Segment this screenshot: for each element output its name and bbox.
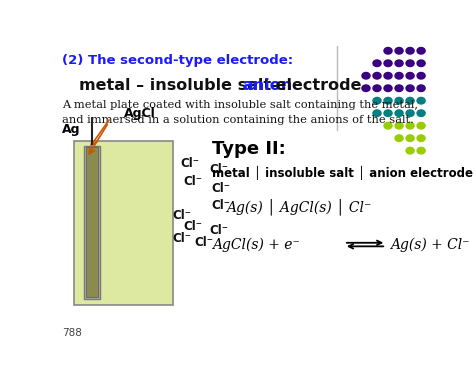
Circle shape <box>395 85 403 91</box>
Text: metal │ insoluble salt │ anion electrode: metal │ insoluble salt │ anion electrode <box>212 166 473 180</box>
Circle shape <box>395 47 403 54</box>
Bar <box>74 141 173 305</box>
Text: anion: anion <box>242 78 292 93</box>
Circle shape <box>384 122 392 129</box>
Circle shape <box>395 97 403 104</box>
Circle shape <box>395 73 403 79</box>
Circle shape <box>384 47 392 54</box>
Text: Cl⁻: Cl⁻ <box>195 236 214 249</box>
Circle shape <box>395 122 403 129</box>
Text: Cl⁻: Cl⁻ <box>184 220 203 233</box>
Bar <box>86 147 98 298</box>
Text: Ag(s) + Cl⁻: Ag(s) + Cl⁻ <box>390 238 469 252</box>
Circle shape <box>417 47 425 54</box>
Circle shape <box>373 60 381 66</box>
Circle shape <box>373 97 381 104</box>
Text: Cl⁻: Cl⁻ <box>211 183 230 195</box>
Text: AgCl(s) + e⁻: AgCl(s) + e⁻ <box>212 238 300 252</box>
Text: Ag(s) │ AgCl(s) │ Cl⁻: Ag(s) │ AgCl(s) │ Cl⁻ <box>227 198 372 215</box>
Text: Cl⁻: Cl⁻ <box>210 224 228 237</box>
Circle shape <box>395 60 403 66</box>
Circle shape <box>417 110 425 117</box>
Circle shape <box>417 122 425 129</box>
Text: Cl⁻: Cl⁻ <box>184 175 203 188</box>
Circle shape <box>362 85 370 91</box>
Text: Cl⁻: Cl⁻ <box>173 209 192 222</box>
Text: Ag: Ag <box>62 123 81 136</box>
Circle shape <box>417 60 425 66</box>
Text: Cl⁻: Cl⁻ <box>173 232 192 244</box>
Bar <box>84 146 100 299</box>
Circle shape <box>417 85 425 91</box>
Text: electrode: electrode <box>271 78 362 93</box>
Circle shape <box>384 97 392 104</box>
Circle shape <box>417 73 425 79</box>
Circle shape <box>384 110 392 117</box>
Text: metal – insoluble salt-: metal – insoluble salt- <box>80 78 278 93</box>
Circle shape <box>395 135 403 141</box>
Text: Cl⁻: Cl⁻ <box>210 163 228 176</box>
Circle shape <box>406 135 414 141</box>
Text: 788: 788 <box>62 328 82 338</box>
Circle shape <box>406 97 414 104</box>
Text: AgCl: AgCl <box>124 107 155 120</box>
Circle shape <box>395 110 403 117</box>
Text: Type II:: Type II: <box>212 140 285 158</box>
Circle shape <box>373 85 381 91</box>
Circle shape <box>406 110 414 117</box>
Circle shape <box>406 47 414 54</box>
Circle shape <box>406 73 414 79</box>
Circle shape <box>417 147 425 154</box>
Circle shape <box>417 135 425 141</box>
Circle shape <box>406 122 414 129</box>
Circle shape <box>384 73 392 79</box>
Circle shape <box>406 85 414 91</box>
Circle shape <box>373 73 381 79</box>
Text: Cl⁻: Cl⁻ <box>211 199 230 212</box>
Text: Cl⁻: Cl⁻ <box>180 157 199 170</box>
Circle shape <box>384 60 392 66</box>
Circle shape <box>406 147 414 154</box>
Circle shape <box>373 110 381 117</box>
Circle shape <box>384 85 392 91</box>
Circle shape <box>406 60 414 66</box>
Circle shape <box>417 97 425 104</box>
Text: A metal plate coated with insoluble salt containing the metal,: A metal plate coated with insoluble salt… <box>62 100 418 110</box>
Circle shape <box>362 73 370 79</box>
Text: and immersed in a solution containing the anions of the salt.: and immersed in a solution containing th… <box>62 115 414 125</box>
Text: (2) The second-type electrode:: (2) The second-type electrode: <box>62 54 293 67</box>
